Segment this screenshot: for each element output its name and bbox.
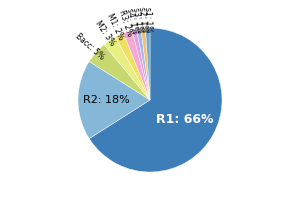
Text: R1: 66%: R1: 66% xyxy=(156,113,214,126)
Wedge shape xyxy=(124,30,150,100)
Text: s4: 1%: s4: 1% xyxy=(125,8,140,35)
Text: M1: 2%: M1: 2% xyxy=(106,12,126,42)
Text: R2: 18%: R2: 18% xyxy=(83,95,130,105)
Wedge shape xyxy=(141,28,150,100)
Text: s1: 1%: s1: 1% xyxy=(142,7,152,32)
Wedge shape xyxy=(89,28,222,172)
Wedge shape xyxy=(115,33,150,100)
Text: M2: 3%: M2: 3% xyxy=(93,19,116,48)
Wedge shape xyxy=(132,29,150,100)
Wedge shape xyxy=(136,29,150,100)
Wedge shape xyxy=(78,61,150,139)
Text: R3: 2%: R3: 2% xyxy=(117,9,134,38)
Text: s2: 1%: s2: 1% xyxy=(137,7,148,33)
Wedge shape xyxy=(89,45,150,100)
Wedge shape xyxy=(104,37,150,100)
Text: Bacc: 5%: Bacc: 5% xyxy=(74,32,106,62)
Wedge shape xyxy=(146,28,150,100)
Text: s3: 1%: s3: 1% xyxy=(131,7,144,34)
